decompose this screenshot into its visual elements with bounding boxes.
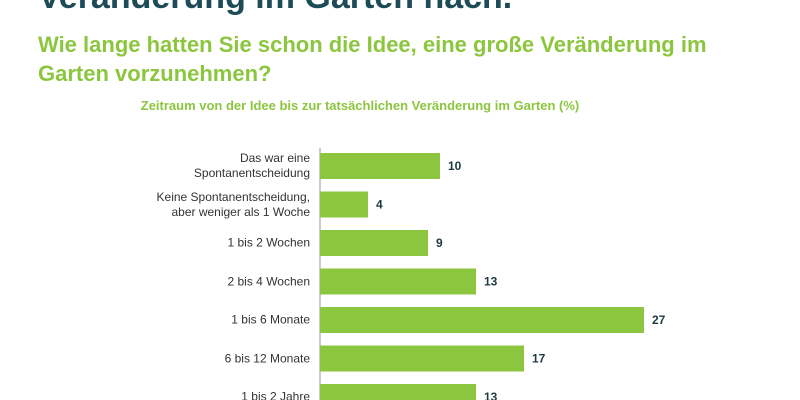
bar (320, 191, 368, 218)
value-label: 9 (436, 236, 443, 250)
question: Wie lange hatten Sie schon die Idee, ein… (38, 32, 707, 86)
category-label: 2 bis 4 Wochen (227, 274, 311, 288)
category-label: 1 bis 2 Jahre (241, 389, 310, 400)
category-label: 1 bis 2 Wochen (227, 235, 311, 250)
value-label: 13 (484, 390, 498, 400)
category-label: Keine Spontanentscheidung, aber weniger … (156, 189, 310, 219)
value-label: 17 (532, 352, 546, 366)
category-label: Das war eine Spontanentscheidung (193, 151, 310, 180)
value-label: 4 (376, 198, 383, 212)
bar (320, 345, 524, 372)
heading: Veränderung im Garten nach. (38, 0, 512, 17)
category-label: 6 bis 12 Monate (224, 351, 310, 365)
bar (320, 384, 476, 400)
bar (320, 153, 440, 179)
bar (320, 230, 428, 256)
chart-title: Zeitraum von der Idee bis zur tatsächlic… (140, 98, 580, 113)
value-label: 13 (484, 275, 498, 289)
category-label: 1 bis 6 Monate (231, 312, 310, 327)
value-label: 10 (448, 159, 462, 173)
value-label: 27 (652, 313, 666, 327)
bar (320, 268, 476, 295)
bar (320, 307, 644, 333)
